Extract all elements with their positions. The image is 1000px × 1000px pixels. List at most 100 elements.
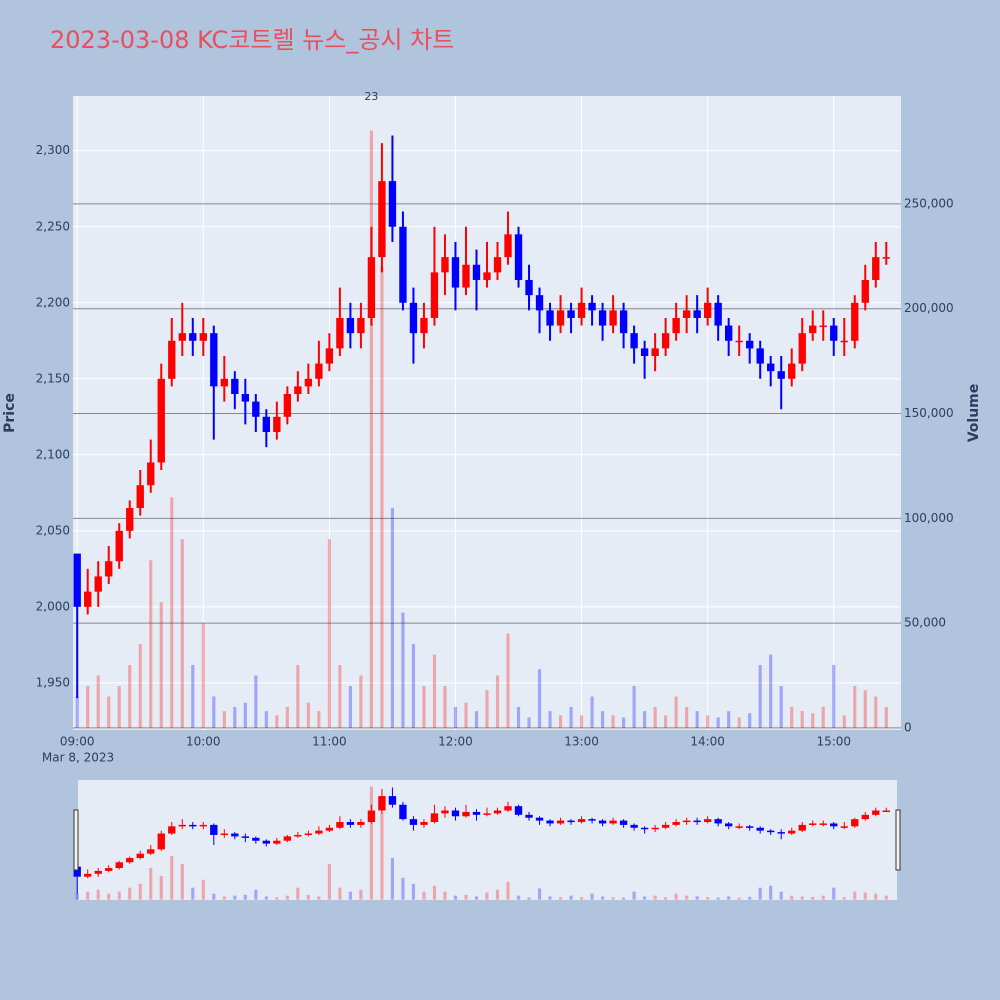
slider-volume-bar — [233, 895, 237, 900]
slider-volume-bar — [758, 887, 762, 900]
volume-bar — [506, 633, 510, 728]
slider-volume-bar — [275, 897, 279, 900]
volume-bar — [769, 654, 773, 728]
volume-bar — [75, 696, 79, 728]
volume-bar — [96, 675, 100, 728]
volume-bar — [411, 644, 416, 728]
slider-volume-bar — [821, 895, 825, 900]
candle-body — [367, 257, 376, 318]
candle-body — [241, 393, 250, 402]
slider-volume-bar — [884, 895, 888, 900]
x-tick-label: 10:00 — [186, 735, 221, 749]
slider-candle-body — [661, 824, 670, 828]
slider-volume-bar — [800, 896, 804, 900]
slider-candle-body — [73, 866, 81, 877]
slider-candle-body — [588, 819, 596, 821]
slider-volume-bar — [222, 896, 226, 900]
slider-candle-body — [819, 823, 827, 825]
slider-volume-bar — [769, 885, 773, 900]
slider-volume-bar — [558, 897, 563, 900]
candle-body — [640, 348, 649, 356]
slider-handle-right[interactable] — [895, 809, 901, 871]
slider-candle-body — [378, 796, 386, 811]
volume-bar — [380, 266, 384, 728]
slider-volume-bar — [643, 896, 647, 900]
candle-body — [210, 333, 218, 387]
slider-volume-bar — [569, 895, 573, 900]
volume-bar — [348, 685, 352, 728]
slider-volume-bar — [495, 889, 500, 900]
slider-candle-body — [735, 826, 743, 828]
candle-body — [462, 264, 470, 288]
volume-bar — [832, 665, 836, 728]
volume-bar — [527, 717, 531, 728]
candle-body — [504, 234, 512, 258]
candle-body — [136, 485, 144, 509]
volume-bar — [401, 612, 405, 728]
slider-candle-body — [199, 824, 207, 827]
slider-volume-bar — [832, 887, 836, 900]
candle-body — [430, 272, 439, 318]
y2-tick-label: 200,000 — [904, 301, 954, 315]
volume-bar — [800, 711, 804, 728]
slider-candle-body — [672, 822, 680, 825]
candle-body — [231, 378, 239, 394]
volume-bar — [537, 669, 542, 728]
slider-candle-body — [304, 833, 313, 836]
slider-volume-bar — [317, 896, 321, 900]
slider-volume-bar — [75, 893, 79, 900]
volume-bar — [369, 130, 373, 728]
slider-volume-bar — [128, 887, 132, 900]
candle-body — [861, 279, 869, 303]
slider-volume-bar — [296, 887, 300, 900]
slider-candle-body — [777, 832, 785, 834]
slider-volume-bar — [537, 888, 542, 900]
slider-candle-body — [231, 833, 239, 837]
candle-body — [315, 363, 323, 379]
slider-candle-body — [693, 820, 701, 823]
slider-volume-bar — [590, 893, 594, 900]
volume-bar — [128, 665, 132, 728]
slider-handle-left[interactable] — [73, 809, 79, 871]
slider-volume-bar — [401, 877, 405, 900]
slider-candle-body — [756, 827, 764, 831]
slider-volume-bar — [527, 897, 531, 900]
slider-volume-bar — [453, 895, 458, 900]
slider-candle-body — [861, 814, 869, 820]
slider-candle-body — [682, 820, 691, 823]
slider-candle-body — [556, 820, 565, 824]
candle-body — [535, 295, 544, 311]
candle-body — [336, 317, 344, 349]
slider-volume-bar — [159, 875, 163, 900]
slider-candle-body — [483, 813, 491, 815]
slider-candle-body — [241, 836, 250, 838]
candle-body — [294, 386, 302, 394]
volume-bar — [464, 702, 468, 728]
candle-body — [189, 333, 197, 341]
slider-volume-bar — [149, 867, 153, 900]
candle-body — [409, 302, 418, 334]
range-slider[interactable] — [78, 780, 897, 900]
slider-volume-bar — [390, 857, 395, 900]
candle-body — [84, 591, 92, 607]
volume-bar — [790, 706, 794, 728]
candle-body — [441, 257, 449, 273]
slider-volume-bar — [611, 897, 615, 900]
slider-candle-body — [598, 820, 607, 824]
slider-candle-body — [851, 819, 859, 827]
slider-candle-body — [157, 833, 165, 850]
volume-bar — [495, 675, 500, 728]
slider-volume-bar — [464, 894, 468, 900]
slider-candle-body — [525, 814, 533, 818]
slider-candle-body — [640, 827, 649, 830]
slider-candle-body — [388, 796, 397, 805]
candle-body — [598, 310, 607, 326]
candle-body — [73, 553, 81, 607]
slider-candle-body — [220, 833, 228, 836]
volume-bar — [485, 690, 489, 728]
volume-bar — [716, 717, 720, 728]
slider-candle-body — [830, 823, 838, 827]
candle-body — [882, 257, 890, 259]
